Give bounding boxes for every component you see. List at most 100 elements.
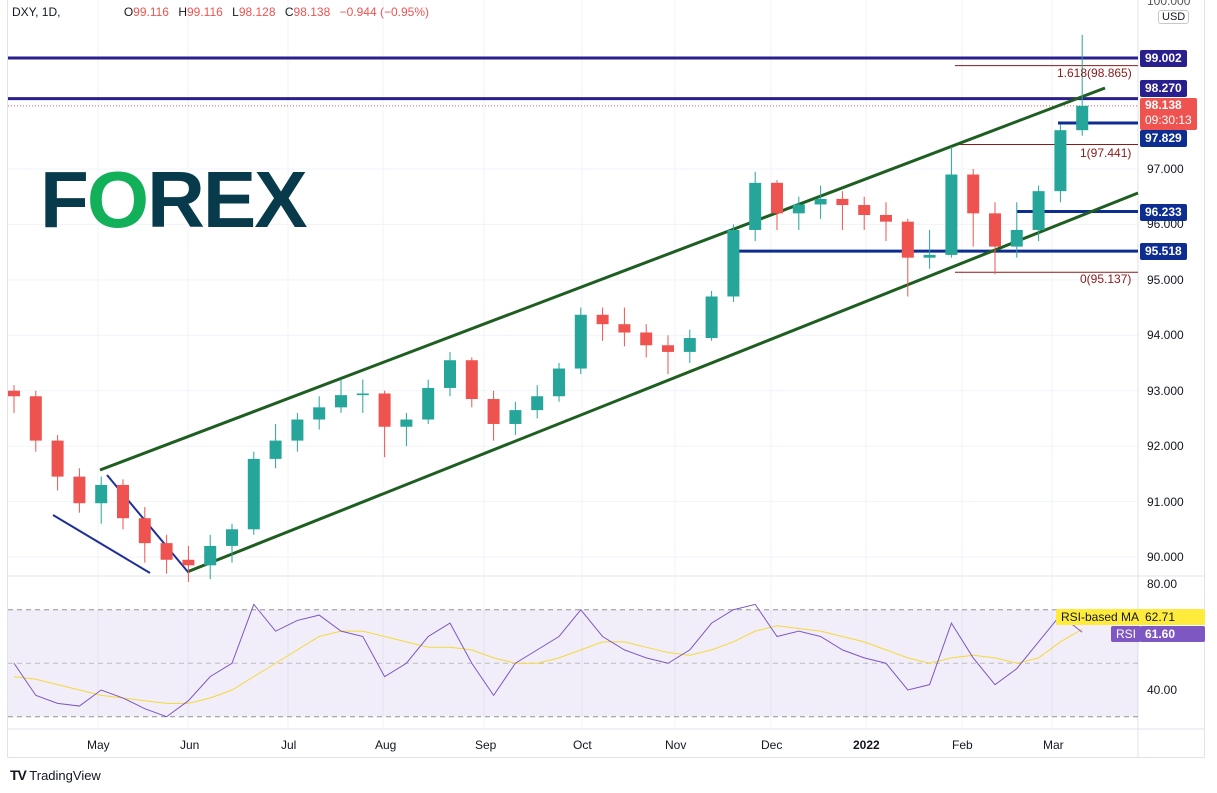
change-value: −0.944 (−0.95%) — [339, 5, 429, 19]
price-tick: 91.000 — [1147, 495, 1184, 509]
candle-body — [836, 198, 849, 206]
forex-com-logo: FOREX — [40, 155, 308, 244]
time-label: Jun — [180, 738, 200, 752]
tradingview-logo[interactable]: TV TradingView — [10, 767, 101, 783]
candle-body — [51, 440, 64, 477]
fib-label-0: 0(95.137) — [1080, 272, 1132, 286]
price-tick: 94.000 — [1147, 328, 1184, 342]
candle-body — [95, 484, 108, 504]
time-label: Oct — [573, 738, 592, 752]
candle-body — [269, 440, 282, 459]
candle-body — [487, 399, 500, 424]
wedge-lower-line — [52, 514, 151, 574]
level-badge-95-518: 95.518 — [1140, 243, 1187, 260]
ohlc-header: DXY, 1D, O99.116 H99.116 L98.128 C98.138… — [12, 5, 435, 19]
candle-body — [182, 559, 195, 566]
candle-body — [444, 360, 456, 388]
price-tick: 92.000 — [1147, 439, 1184, 453]
candle-body — [989, 213, 1001, 247]
rsi-ma-value: 62.71 — [1140, 609, 1205, 625]
time-label: Sep — [475, 738, 497, 752]
candle-body — [531, 396, 544, 411]
candle-body — [618, 324, 631, 333]
time-label: Jul — [281, 738, 297, 752]
time-label: Mar — [1043, 738, 1064, 752]
candle-body — [378, 393, 391, 427]
candle-body — [814, 198, 827, 205]
candle-body — [422, 387, 435, 420]
candle-body — [792, 204, 805, 214]
candle-body — [247, 458, 260, 530]
candle-body — [662, 345, 674, 352]
candle-body — [967, 174, 980, 214]
candle-body — [1032, 191, 1045, 230]
channel-upper-line — [99, 86, 1106, 472]
currency-button[interactable]: USD — [1158, 10, 1190, 24]
rsi-band — [8, 609, 1138, 717]
candle-body — [204, 545, 217, 566]
candle-body — [226, 529, 238, 546]
last-price: 98.138 — [1145, 98, 1182, 112]
rsi-tick: 40.00 — [1147, 683, 1178, 697]
candle-body — [640, 332, 653, 346]
level-badge-98-27: 98.270 — [1140, 80, 1187, 97]
time-label: Feb — [952, 738, 973, 752]
candle-body — [1054, 130, 1067, 192]
fib-label-1618: 1.618(98.865) — [1057, 66, 1132, 80]
candle-body — [705, 296, 718, 339]
rsi-value: 61.60 — [1140, 626, 1205, 642]
candle-body — [29, 396, 42, 441]
fib-label-1: 1(97.441) — [1080, 146, 1132, 160]
last-price-badge: 98.138 09:30:13 — [1140, 98, 1197, 130]
high-value: H99.116 — [178, 5, 223, 19]
tradingview-icon: TV — [10, 767, 27, 783]
candle-body — [945, 174, 958, 255]
candle-body — [8, 390, 20, 397]
candle-body — [291, 419, 304, 441]
candle-body — [356, 393, 369, 396]
price-tick: 97.000 — [1147, 162, 1184, 176]
chart-frame — [7, 0, 1205, 758]
candle-body — [771, 182, 783, 214]
candle-body — [574, 314, 587, 369]
level-badge-96-233: 96.233 — [1140, 204, 1187, 221]
channel-lower-line — [186, 191, 1139, 574]
candle-body — [923, 254, 936, 258]
candle-body — [727, 229, 740, 297]
bar-countdown: 09:30:13 — [1145, 113, 1192, 127]
symbol-label[interactable]: DXY, 1D, — [12, 5, 61, 19]
price-tick: 95.000 — [1147, 273, 1184, 287]
candle-body — [880, 214, 892, 222]
close-value: C98.138 — [284, 5, 331, 19]
candle-body — [400, 419, 413, 427]
price-tick: 93.000 — [1147, 384, 1184, 398]
candle-body — [335, 395, 347, 408]
time-label: Aug — [375, 738, 397, 752]
candle-body — [596, 314, 609, 325]
rsi-label: RSI — [1111, 626, 1142, 642]
candle-body — [73, 476, 86, 504]
time-label: Nov — [665, 738, 687, 752]
tradingview-brand: TradingView — [29, 768, 101, 783]
candle-body — [1010, 229, 1023, 247]
rsi-line — [13, 603, 1083, 718]
candle-body — [117, 484, 129, 519]
candle-body — [858, 205, 871, 215]
candle-body — [683, 338, 696, 352]
candle-body — [509, 410, 522, 424]
low-value: L98.128 — [232, 5, 276, 19]
candle-body — [465, 360, 478, 400]
candle-body — [749, 182, 762, 230]
rsi-ma-line — [13, 625, 1083, 704]
rsi-ma-label: RSI-based MA — [1056, 609, 1145, 625]
open-value: O99.116 — [123, 5, 169, 19]
candle-body — [1076, 105, 1089, 131]
time-label: May — [87, 738, 110, 752]
rsi-tick: 80.00 — [1147, 577, 1178, 591]
candle-body — [138, 518, 151, 544]
candle-body — [160, 543, 173, 560]
time-label: Dec — [761, 738, 783, 752]
time-label: 2022 — [853, 738, 880, 752]
